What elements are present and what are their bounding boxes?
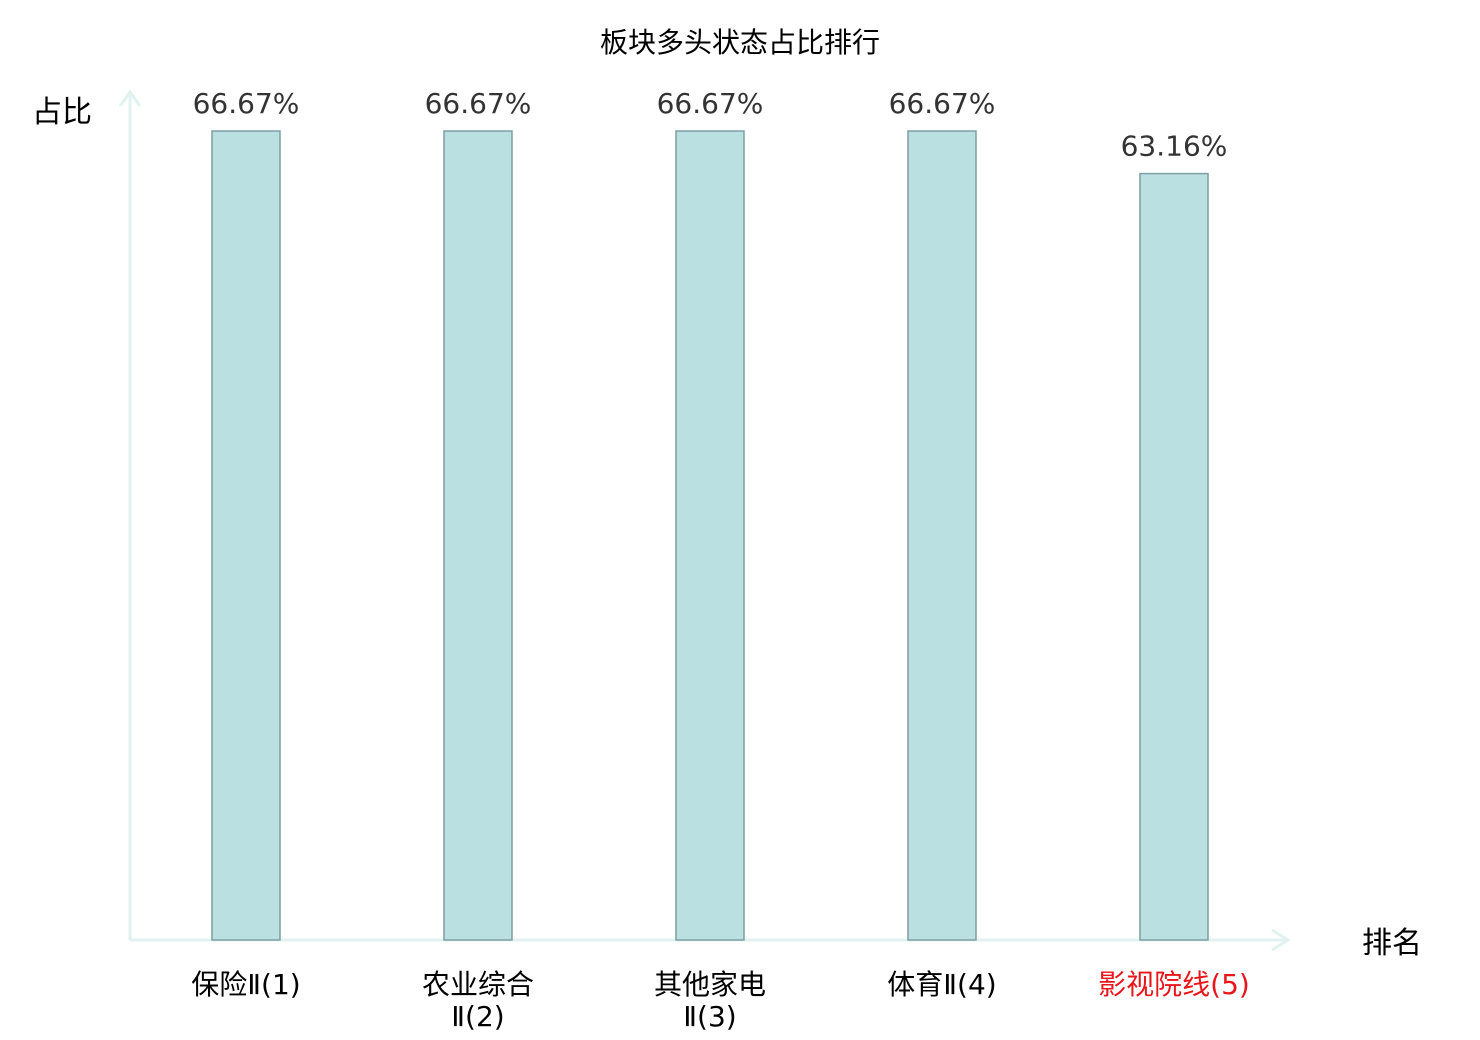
x-tick-label: 其他家电 [654, 968, 766, 1001]
x-tick-label-line2: Ⅱ(2) [451, 1000, 504, 1033]
x-tick-label: 体育Ⅱ(4) [887, 968, 996, 1001]
bar [211, 130, 281, 941]
bar-value-label: 66.67% [425, 87, 532, 120]
bar [443, 130, 513, 941]
x-tick-label: 农业综合 [422, 968, 534, 1001]
x-axis-arrow [1271, 928, 1291, 952]
y-axis-label: 占比 [32, 95, 92, 130]
x-tick-label-line2: Ⅱ(3) [683, 1000, 736, 1033]
y-axis-arrow [118, 89, 142, 107]
x-axis-label: 排名 [1362, 926, 1422, 961]
bar [675, 130, 745, 941]
bar-value-label: 63.16% [1121, 130, 1228, 163]
bar [1139, 172, 1209, 941]
chart-title: 板块多头状态占比排行 [600, 26, 880, 59]
bar-value-label: 66.67% [657, 87, 764, 120]
x-tick-label: 影视院线(5) [1098, 968, 1250, 1001]
bar [907, 130, 977, 941]
bar-value-label: 66.67% [889, 87, 996, 120]
bar-value-label: 66.67% [193, 87, 300, 120]
x-tick-label: 保险Ⅱ(1) [191, 968, 300, 1001]
